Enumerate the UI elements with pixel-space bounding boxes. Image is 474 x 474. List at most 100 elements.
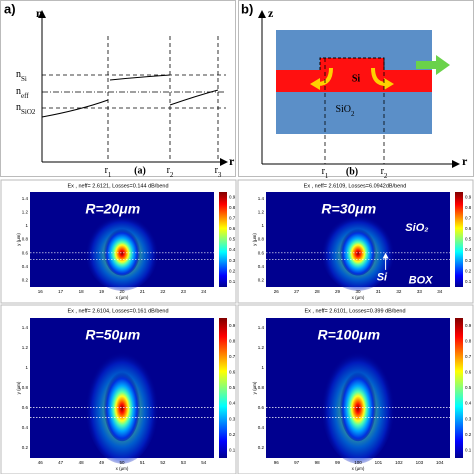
colorbar-tick-label: 0.2 bbox=[229, 268, 236, 273]
x-tick-label: 47 bbox=[58, 460, 64, 465]
x-tick-label: 19 bbox=[99, 289, 105, 294]
radius-label-main: r bbox=[322, 166, 326, 177]
y-axis-label: y (μm) bbox=[252, 233, 257, 246]
mode-profile bbox=[103, 226, 141, 276]
radius-label: R=20μm bbox=[85, 201, 140, 217]
x-tick-label: 18 bbox=[79, 289, 85, 294]
panel-label: d) bbox=[246, 201, 258, 216]
y-tick-label: 0.8 bbox=[258, 385, 265, 390]
colorbar-tick-label: 0.2 bbox=[229, 432, 236, 437]
colorbar-tick-label: 0.4 bbox=[229, 247, 236, 252]
colorbar-tick-label: 0.6 bbox=[229, 226, 236, 231]
x-tick-label: 26 bbox=[274, 289, 280, 294]
radius-label-sub: 2 bbox=[170, 171, 174, 179]
panel-label: b) bbox=[241, 1, 253, 16]
colorbar-tick-label: 0.2 bbox=[465, 268, 472, 273]
x-axis-label: x (μm) bbox=[116, 295, 129, 300]
x-tick-label: 97 bbox=[294, 460, 300, 465]
x-tick-label: 46 bbox=[38, 460, 44, 465]
colorbar bbox=[219, 318, 227, 458]
y-tick-label: 1.2 bbox=[258, 210, 265, 215]
x-tick-label: 17 bbox=[58, 289, 64, 294]
colorbar-tick-label: 0.1 bbox=[465, 447, 472, 452]
level-label: nSiO2 bbox=[16, 102, 36, 115]
colorbar bbox=[455, 192, 463, 287]
y-tick-label: 0.2 bbox=[22, 445, 29, 450]
y-tick-label: 1.2 bbox=[22, 345, 29, 350]
field-arrow-head bbox=[310, 78, 320, 90]
index-curve bbox=[109, 74, 171, 81]
mode-profile bbox=[339, 226, 377, 276]
panel-a-frame bbox=[0, 0, 236, 177]
x-tick-label: 20 bbox=[119, 289, 125, 294]
y-tick-label: 0.4 bbox=[258, 425, 265, 430]
y-tick-label: 0.6 bbox=[258, 250, 265, 255]
colorbar-tick-label: 0.8 bbox=[465, 339, 472, 344]
y-tick-label: 0.8 bbox=[22, 385, 29, 390]
level-label: neff bbox=[16, 86, 29, 99]
radius-label: r3 bbox=[215, 165, 222, 178]
colorbar-tick-label: 0.4 bbox=[465, 401, 472, 406]
y-axis-label: y (μm) bbox=[16, 233, 21, 246]
panel-label: e) bbox=[10, 327, 22, 342]
colorbar-tick-label: 0.8 bbox=[465, 205, 472, 210]
colorbar-tick-label: 0.8 bbox=[229, 205, 236, 210]
x-tick-label: 29 bbox=[335, 289, 341, 294]
mode-profile bbox=[339, 368, 377, 442]
x-tick-label: 21 bbox=[140, 289, 146, 294]
mode-profile bbox=[103, 368, 141, 442]
plot-title: Ex , neff= 2.6109, Losses=6.0942dB/bend bbox=[304, 183, 407, 189]
box-label: BOX bbox=[409, 274, 434, 286]
colorbar-tick-label: 0.5 bbox=[229, 237, 236, 242]
y-tick-label: 0.8 bbox=[22, 237, 29, 242]
y-tick-label: 0.2 bbox=[258, 277, 265, 282]
pointer-head bbox=[382, 252, 389, 259]
y-tick-label: 1.2 bbox=[258, 345, 265, 350]
x-tick-label: 104 bbox=[436, 460, 444, 465]
x-tick-label: 28 bbox=[315, 289, 321, 294]
y-tick-label: 1 bbox=[25, 365, 28, 370]
colorbar-tick-label: 0.2 bbox=[465, 432, 472, 437]
x-axis-label: x (μm) bbox=[116, 466, 129, 471]
colorbar-tick-label: 0.5 bbox=[229, 385, 236, 390]
y-tick-label: 0.4 bbox=[258, 264, 265, 269]
x-tick-label: 48 bbox=[79, 460, 85, 465]
y-tick-label: 0.6 bbox=[22, 405, 29, 410]
panel-label: a) bbox=[4, 1, 16, 16]
x-tick-label: 23 bbox=[181, 289, 187, 294]
colorbar-tick-label: 0.7 bbox=[465, 354, 472, 359]
x-tick-label: 99 bbox=[335, 460, 341, 465]
colorbar-tick-label: 0.9 bbox=[229, 194, 236, 199]
colorbar-tick-label: 0.3 bbox=[229, 258, 236, 263]
colorbar-tick-label: 0.1 bbox=[465, 279, 472, 284]
y-tick-label: 1.4 bbox=[22, 196, 29, 201]
colorbar-tick-label: 0.3 bbox=[465, 258, 472, 263]
y-tick-label: 0.6 bbox=[22, 250, 29, 255]
x-axis-label: x (μm) bbox=[352, 295, 365, 300]
radius-label: R=100μm bbox=[318, 327, 381, 343]
y-tick-label: 1.4 bbox=[258, 325, 265, 330]
level-label-main: n bbox=[16, 86, 21, 97]
radius-label: r1 bbox=[105, 165, 112, 178]
x-tick-label: 51 bbox=[140, 460, 146, 465]
cladding-label: SiO2 bbox=[335, 104, 355, 117]
x-tick-label: 31 bbox=[376, 289, 382, 294]
y-tick-label: 0.6 bbox=[258, 405, 265, 410]
x-tick-label: 50 bbox=[119, 460, 125, 465]
field-arrow bbox=[371, 67, 387, 86]
radius-label-sub: 3 bbox=[218, 171, 222, 179]
x-tick-label: 52 bbox=[160, 460, 166, 465]
plot-title: Ex , neff= 2.6104, Losses=0.161 dB/bend bbox=[67, 308, 168, 314]
propagation-arrow bbox=[416, 55, 450, 75]
colorbar-tick-label: 0.6 bbox=[465, 226, 472, 231]
x-tick-label: 103 bbox=[416, 460, 424, 465]
y-tick-label: 0.4 bbox=[22, 264, 29, 269]
x-tick-label: 16 bbox=[38, 289, 44, 294]
colorbar-tick-label: 0.7 bbox=[465, 216, 472, 221]
x-tick-label: 32 bbox=[396, 289, 402, 294]
y-axis-label: y (μm) bbox=[252, 381, 257, 394]
index-curve bbox=[169, 89, 219, 106]
y-axis-label: y (μm) bbox=[16, 381, 21, 394]
colorbar-tick-label: 0.9 bbox=[465, 194, 472, 199]
